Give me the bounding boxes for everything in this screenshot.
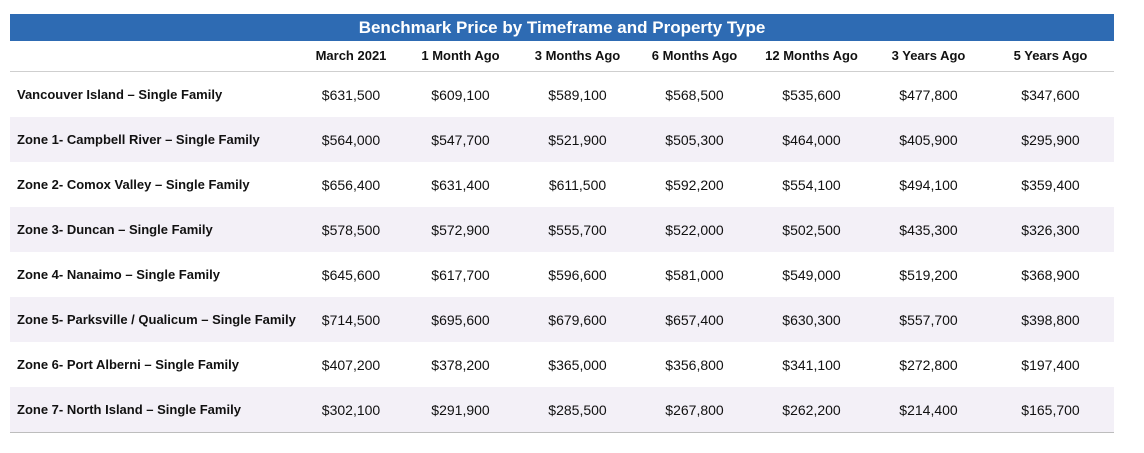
price-cell: $611,500 bbox=[548, 176, 607, 193]
price-cell: $502,500 bbox=[782, 221, 841, 238]
price-cell: $547,700 bbox=[431, 131, 490, 148]
column-header: 12 Months Ago bbox=[765, 48, 858, 63]
price-cell: $631,500 bbox=[321, 86, 381, 103]
column-header: 3 Months Ago bbox=[534, 48, 621, 63]
price-cell: $464,000 bbox=[782, 131, 841, 148]
price-cell: $578,500 bbox=[321, 221, 381, 238]
price-cell: $572,900 bbox=[431, 221, 490, 238]
column-header bbox=[10, 41, 300, 71]
row-label: Zone 2- Comox Valley – Single Family bbox=[17, 177, 250, 192]
price-cell: $267,800 bbox=[665, 401, 724, 418]
price-cell: $631,400 bbox=[431, 176, 490, 193]
price-cell: $378,200 bbox=[431, 356, 490, 373]
price-cell: $291,900 bbox=[431, 401, 490, 418]
table-row: Zone 1- Campbell River – Single Family $… bbox=[10, 117, 1114, 162]
price-cell: $285,500 bbox=[548, 401, 607, 418]
price-cell: $272,800 bbox=[899, 356, 958, 373]
price-cell: $407,200 bbox=[321, 356, 381, 373]
price-cell: $596,600 bbox=[548, 266, 607, 283]
price-cell: $368,900 bbox=[1021, 266, 1080, 283]
price-cell: $557,700 bbox=[899, 311, 958, 328]
price-cell: $554,100 bbox=[782, 176, 841, 193]
row-label: Zone 3- Duncan – Single Family bbox=[17, 222, 213, 237]
column-header: 6 Months Ago bbox=[651, 48, 738, 63]
table-header-row: March 2021 1 Month Ago 3 Months Ago 6 Mo… bbox=[10, 41, 1114, 71]
price-cell: $617,700 bbox=[431, 266, 490, 283]
price-cell: $589,100 bbox=[548, 86, 607, 103]
price-cell: $657,400 bbox=[665, 311, 724, 328]
table-row: Zone 4- Nanaimo – Single Family $645,600… bbox=[10, 252, 1114, 297]
table-row: Zone 7- North Island – Single Family $30… bbox=[10, 387, 1114, 432]
price-cell: $302,100 bbox=[321, 401, 381, 418]
table-row: Zone 2- Comox Valley – Single Family $65… bbox=[10, 162, 1114, 207]
column-header: March 2021 bbox=[315, 48, 387, 63]
column-header: 1 Month Ago bbox=[421, 48, 500, 63]
price-cell: $592,200 bbox=[665, 176, 724, 193]
price-cell: $214,400 bbox=[899, 401, 958, 418]
price-cell: $535,600 bbox=[782, 86, 841, 103]
row-label: Zone 5- Parksville / Qualicum – Single F… bbox=[17, 312, 296, 327]
price-cell: $356,800 bbox=[665, 356, 724, 373]
price-cell: $341,100 bbox=[782, 356, 841, 373]
table-title: Benchmark Price by Timeframe and Propert… bbox=[10, 14, 1114, 41]
price-cell: $359,400 bbox=[1021, 176, 1080, 193]
price-cell: $568,500 bbox=[665, 86, 724, 103]
price-cell: $262,200 bbox=[782, 401, 841, 418]
row-label: Zone 1- Campbell River – Single Family bbox=[17, 132, 260, 147]
price-cell: $564,000 bbox=[321, 131, 381, 148]
table-row: Vancouver Island – Single Family $631,50… bbox=[10, 71, 1114, 117]
price-cell: $695,600 bbox=[431, 311, 490, 328]
price-cell: $398,800 bbox=[1021, 311, 1080, 328]
column-header: 3 Years Ago bbox=[891, 48, 966, 63]
price-cell: $714,500 bbox=[321, 311, 381, 328]
price-cell: $645,600 bbox=[321, 266, 381, 283]
table-bottom-divider bbox=[10, 432, 1114, 433]
price-cell: $656,400 bbox=[321, 176, 381, 193]
price-cell: $630,300 bbox=[782, 311, 841, 328]
row-label: Zone 4- Nanaimo – Single Family bbox=[17, 267, 220, 282]
price-cell: $555,700 bbox=[548, 221, 607, 238]
price-cell: $197,400 bbox=[1021, 356, 1080, 373]
row-label: Zone 6- Port Alberni – Single Family bbox=[17, 357, 240, 372]
price-cell: $519,200 bbox=[899, 266, 958, 283]
price-cell: $365,000 bbox=[548, 356, 607, 373]
row-label: Zone 7- North Island – Single Family bbox=[17, 402, 241, 417]
price-cell: $477,800 bbox=[899, 86, 958, 103]
price-cell: $609,100 bbox=[431, 86, 490, 103]
price-cell: $549,000 bbox=[782, 266, 841, 283]
table-row: Zone 3- Duncan – Single Family $578,500 … bbox=[10, 207, 1114, 252]
price-cell: $405,900 bbox=[899, 131, 958, 148]
price-cell: $521,900 bbox=[548, 131, 607, 148]
price-cell: $347,600 bbox=[1021, 86, 1080, 103]
price-cell: $679,600 bbox=[548, 311, 607, 328]
price-cell: $522,000 bbox=[665, 221, 724, 238]
table-row: Zone 6- Port Alberni – Single Family $40… bbox=[10, 342, 1114, 387]
price-cell: $435,300 bbox=[899, 221, 958, 238]
price-cell: $581,000 bbox=[665, 266, 724, 283]
price-cell: $494,100 bbox=[899, 176, 958, 193]
benchmark-price-table: Benchmark Price by Timeframe and Propert… bbox=[10, 14, 1114, 433]
table-row: Zone 5- Parksville / Qualicum – Single F… bbox=[10, 297, 1114, 342]
row-label: Vancouver Island – Single Family bbox=[17, 87, 223, 102]
price-cell: $165,700 bbox=[1021, 401, 1080, 418]
column-header: 5 Years Ago bbox=[1013, 48, 1088, 63]
price-cell: $326,300 bbox=[1021, 221, 1080, 238]
price-cell: $295,900 bbox=[1021, 131, 1080, 148]
price-cell: $505,300 bbox=[665, 131, 724, 148]
